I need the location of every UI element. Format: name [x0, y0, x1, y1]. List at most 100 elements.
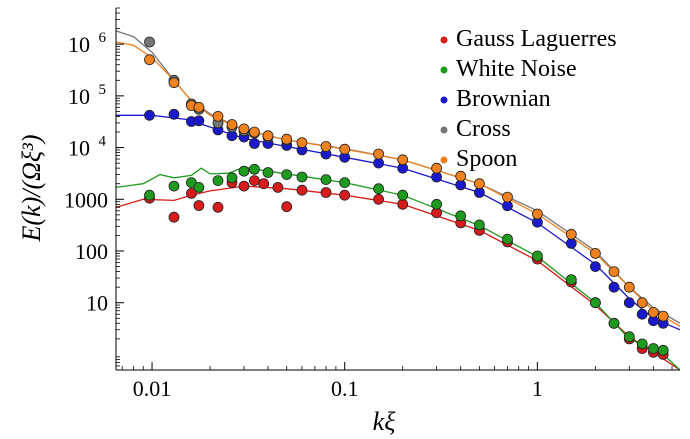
data-point-1-25 [648, 343, 659, 354]
y-tick-label-4: 10 [68, 84, 90, 109]
y-tick-exponent-3: 4 [99, 134, 107, 150]
data-point-4-22 [608, 266, 620, 278]
data-point-2-24 [636, 308, 648, 320]
data-point-1-1 [168, 180, 180, 192]
legend-label-0: Gauss Laguerres [456, 26, 617, 52]
data-point-1-14 [397, 189, 409, 201]
data-point-4-8 [262, 130, 274, 142]
y-tick-label-1: 100 [75, 239, 108, 264]
legend-label-2: Brownian [456, 86, 551, 112]
data-point-1-20 [565, 274, 577, 286]
y-tick-label-0: 10 [86, 291, 108, 316]
fit-line-0 [116, 185, 680, 370]
data-point-0-15 [397, 198, 409, 210]
data-point-1-9 [281, 169, 293, 181]
data-point-1-10 [296, 171, 308, 183]
data-point-2-3 [193, 115, 205, 127]
data-point-1-18 [502, 233, 513, 245]
data-point-4-6 [238, 123, 250, 135]
data-point-0-1 [168, 211, 180, 223]
y-tick-label-2: 1000 [64, 187, 108, 212]
data-point-4-19 [532, 208, 543, 220]
data-point-1-15 [431, 198, 443, 210]
data-point-1-23 [623, 331, 635, 343]
data-point-4-4 [212, 111, 224, 122]
data-point-4-20 [565, 228, 577, 240]
data-point-4-25 [648, 306, 659, 318]
legend-marker-3 [440, 126, 448, 134]
y-tick-exponent-4: 5 [99, 82, 107, 98]
data-point-1-2 [185, 177, 197, 189]
data-point-0-6 [238, 180, 250, 192]
data-point-0-2 [185, 187, 197, 199]
data-point-4-10 [296, 137, 308, 149]
data-point-4-1 [168, 77, 180, 89]
data-point-4-23 [623, 281, 635, 293]
data-point-4-7 [248, 126, 260, 138]
data-point-4-18 [502, 191, 513, 203]
data-point-1-24 [636, 338, 648, 350]
data-point-1-22 [608, 317, 620, 329]
x-tick-label-1: 0.1 [331, 376, 359, 401]
data-point-1-26 [657, 344, 669, 356]
x-axis-title: kξ [373, 407, 397, 436]
data-point-4-13 [373, 148, 385, 160]
data-point-0-3 [193, 200, 205, 211]
data-point-1-13 [373, 183, 385, 195]
data-point-1-21 [590, 297, 601, 309]
data-point-4-24 [636, 297, 648, 309]
data-point-4-21 [590, 247, 601, 259]
legend-label-3: Cross [456, 116, 511, 142]
data-point-1-16 [455, 210, 467, 222]
data-point-0-11 [296, 184, 308, 196]
data-point-4-26 [657, 310, 669, 322]
data-point-4-9 [281, 133, 293, 145]
data-point-2-1 [168, 108, 180, 120]
data-point-2-20 [565, 237, 577, 249]
data-point-2-7 [248, 138, 260, 149]
data-point-2-0 [144, 109, 155, 121]
data-point-4-15 [431, 162, 443, 174]
y-axis-title: E(k)/(Ωξ³) [17, 134, 46, 242]
data-point-2-22 [608, 281, 620, 293]
y-tick-label-3: 10 [68, 136, 90, 161]
legend-marker-1 [440, 66, 448, 74]
data-points [144, 36, 669, 360]
y-tick-label-5: 10 [68, 32, 90, 57]
fit-line-3 [116, 30, 680, 324]
data-point-0-7 [248, 175, 260, 187]
data-point-3-0 [144, 36, 155, 48]
legend-label-4: Spoon [456, 146, 517, 172]
data-point-1-11 [320, 174, 332, 186]
x-tick-label-0: 0.01 [133, 376, 172, 401]
data-point-4-12 [339, 143, 351, 155]
data-point-1-5 [226, 172, 238, 184]
data-point-4-11 [320, 141, 332, 152]
data-point-0-9 [272, 181, 284, 193]
legend-marker-0 [440, 36, 448, 44]
data-point-4-16 [455, 170, 467, 182]
data-point-4-14 [397, 154, 409, 166]
data-point-2-21 [590, 261, 601, 273]
x-tick-label-2: 1 [532, 376, 543, 401]
data-point-4-3 [193, 101, 205, 113]
y-tick-exponent-5: 6 [99, 30, 107, 46]
data-point-1-7 [248, 163, 260, 175]
legend-marker-4 [440, 156, 448, 164]
data-point-4-0 [144, 54, 155, 66]
data-point-0-14 [373, 193, 385, 205]
legend-label-1: White Noise [456, 56, 577, 82]
data-point-0-8 [258, 178, 270, 190]
data-point-2-13 [373, 157, 385, 169]
data-point-1-19 [532, 250, 543, 262]
data-point-1-17 [473, 219, 485, 231]
data-point-0-4 [212, 201, 224, 213]
data-point-1-8 [262, 167, 274, 178]
data-point-0-12 [320, 187, 332, 198]
data-point-1-12 [339, 177, 351, 189]
data-point-0-10 [281, 201, 293, 213]
data-point-1-6 [238, 165, 250, 177]
data-point-1-0 [144, 189, 155, 201]
data-point-2-23 [623, 297, 635, 309]
